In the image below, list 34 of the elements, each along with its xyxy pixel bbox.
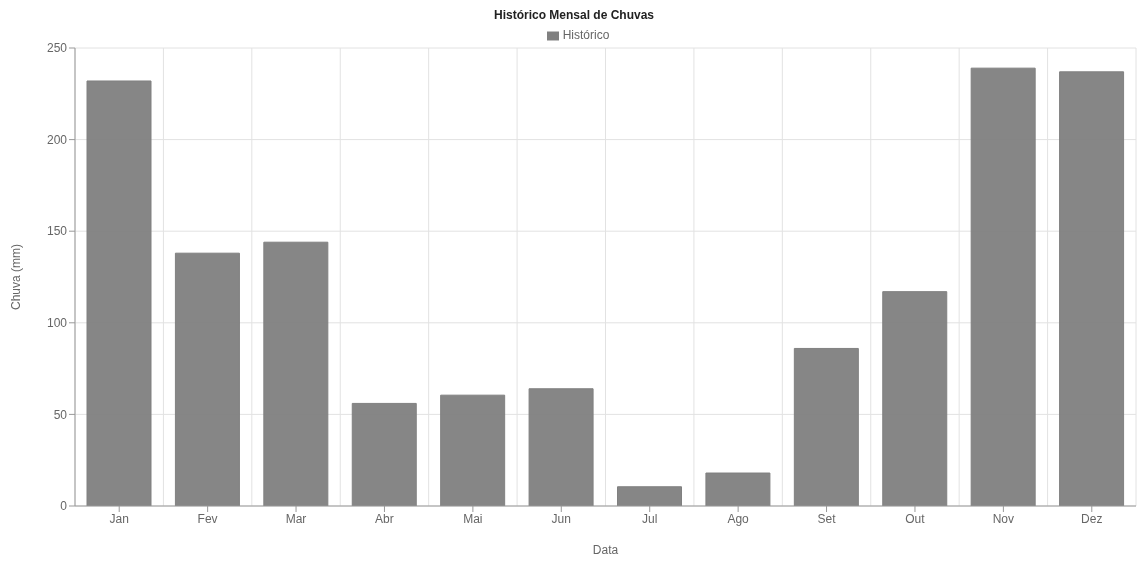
bar xyxy=(440,394,506,506)
x-tick-label: Mar xyxy=(285,511,307,526)
y-tick-label: 200 xyxy=(46,132,68,147)
legend-label: Histórico xyxy=(562,28,610,42)
chart-title: Histórico Mensal de Chuvas xyxy=(492,8,655,24)
bar xyxy=(263,241,329,506)
x-tick-label: Jul xyxy=(642,511,658,526)
y-axis-title: Chuva (mm) xyxy=(9,243,24,311)
x-tick-label: Set xyxy=(817,511,837,526)
bar xyxy=(1059,71,1125,506)
bar xyxy=(882,291,948,506)
bar xyxy=(174,252,240,506)
bar xyxy=(617,486,682,506)
bar xyxy=(970,67,1036,506)
x-tick-label: Mai xyxy=(463,511,483,526)
x-axis-title: Data xyxy=(592,543,619,557)
x-tick-label: Abr xyxy=(375,511,394,526)
y-tick-label: 100 xyxy=(46,316,68,331)
x-tick-label: Fev xyxy=(197,511,218,526)
bar xyxy=(528,388,594,506)
x-tick-label: Nov xyxy=(992,511,1015,526)
bar xyxy=(705,472,771,506)
bar xyxy=(351,402,417,506)
bar xyxy=(793,347,859,506)
x-tick-label: Out xyxy=(905,511,926,526)
x-tick-label: Dez xyxy=(1081,511,1103,526)
x-tick-label: Jun xyxy=(551,511,571,526)
bar xyxy=(86,80,152,506)
y-tick-label: 150 xyxy=(46,224,68,239)
x-tick-label: Ago xyxy=(727,511,750,526)
y-tick-label: 0 xyxy=(60,499,68,514)
x-tick-label: Jan xyxy=(109,511,129,526)
y-tick-label: 50 xyxy=(53,407,68,422)
y-tick-label: 250 xyxy=(46,41,68,56)
